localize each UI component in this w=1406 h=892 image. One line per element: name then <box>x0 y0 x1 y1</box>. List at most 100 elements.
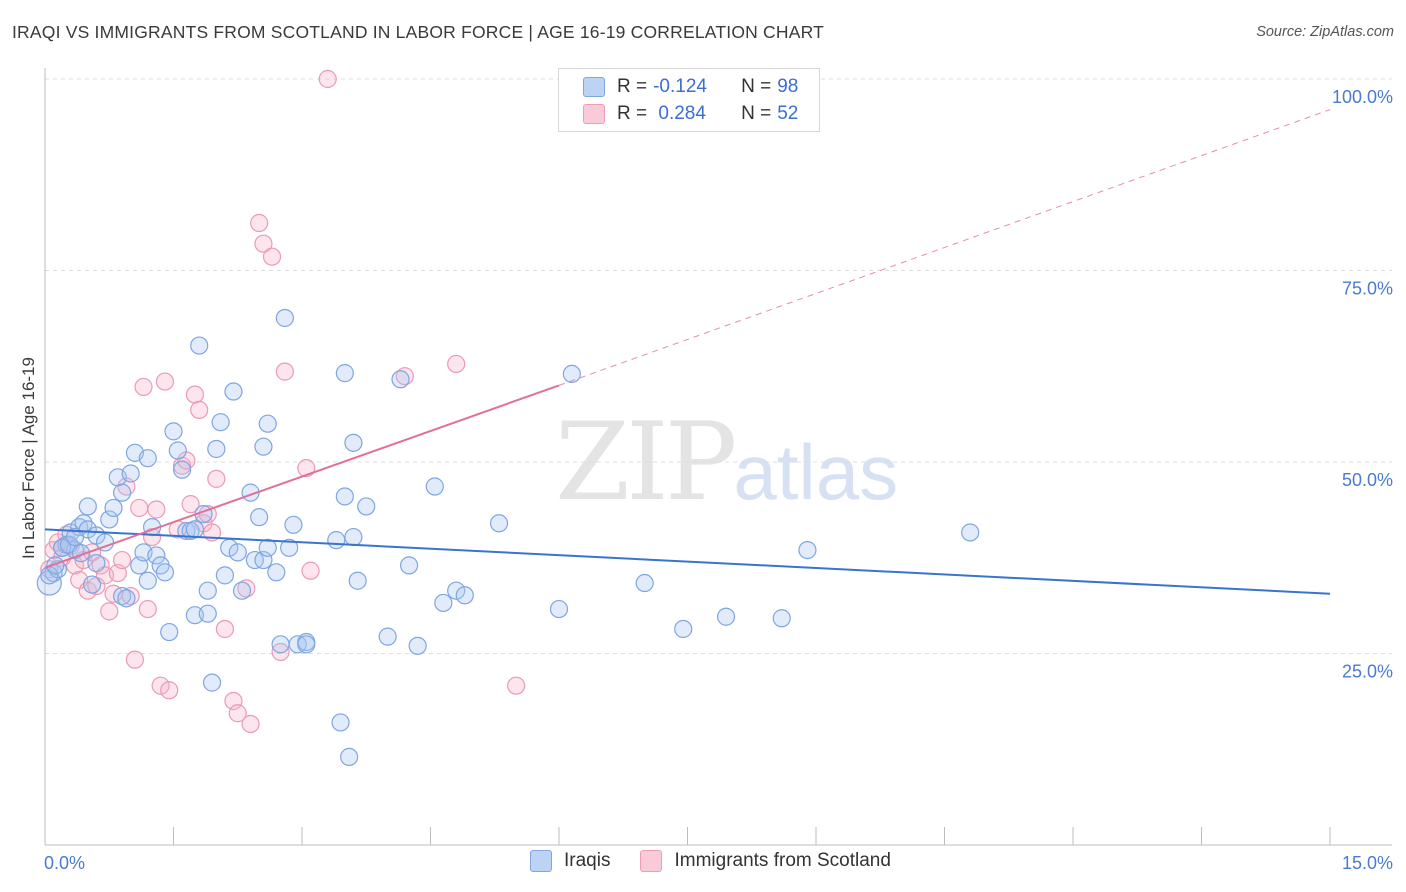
y-tick-label: 75.0% <box>1342 279 1393 299</box>
point-scotland <box>318 69 337 89</box>
point-scotland <box>185 385 205 404</box>
chart-source: Source: ZipAtlas.com <box>1256 24 1394 40</box>
legend-n-label: N = <box>741 76 772 97</box>
point-iraqis <box>254 437 273 456</box>
y-axis-label: In Labor Force | Age 16-19 <box>19 357 38 559</box>
point-iraqis <box>772 609 791 628</box>
legend-swatch-iraqis <box>583 77 605 97</box>
point-iraqis <box>716 607 736 626</box>
scotland-points <box>40 69 526 734</box>
point-iraqis <box>335 487 354 506</box>
point-iraqis <box>250 508 269 527</box>
legend-row-iraqis: R = -0.124 N = 98 <box>583 74 798 100</box>
watermark-atlas: atlas <box>733 428 899 516</box>
point-iraqis <box>172 460 192 479</box>
y-tick-label: 50.0% <box>1342 470 1393 490</box>
point-scotland <box>125 650 145 669</box>
point-iraqis <box>489 514 509 533</box>
point-iraqis <box>104 498 123 518</box>
watermark: ZIPatlas <box>555 400 898 525</box>
trend-line-iraqis <box>44 528 1331 595</box>
point-scotland <box>447 354 466 374</box>
point-iraqis <box>399 556 419 575</box>
point-scotland <box>142 527 162 547</box>
point-iraqis <box>155 563 175 582</box>
point-iraqis <box>65 527 85 547</box>
point-scotland <box>138 599 157 619</box>
point-iraqis <box>207 439 226 459</box>
point-iraqis <box>434 593 453 613</box>
legend-swatch-scotland <box>583 104 605 124</box>
point-iraqis <box>147 546 166 565</box>
point-iraqis <box>87 554 106 573</box>
point-iraqis <box>198 581 217 600</box>
legend-swatch-iraqis <box>530 850 552 872</box>
grid-lines <box>45 78 1392 654</box>
trend-line-scotland <box>44 384 560 569</box>
point-scotland <box>507 676 526 695</box>
point-iraqis <box>46 556 65 575</box>
legend-n-value: 52 <box>777 103 799 124</box>
point-scotland <box>198 504 217 524</box>
point-scotland <box>147 500 166 519</box>
legend-r-value: 0.284 <box>653 103 706 124</box>
x-tick-label: 15.0% <box>1342 853 1393 873</box>
point-iraqis <box>211 413 230 432</box>
series-legend: Iraqis Immigrants from Scotland <box>530 850 921 872</box>
point-iraqis <box>164 422 183 441</box>
point-iraqis <box>258 414 277 433</box>
point-iraqis <box>798 540 817 560</box>
point-scotland <box>215 619 234 639</box>
point-scotland <box>228 704 247 723</box>
point-scotland <box>181 495 200 514</box>
point-iraqis <box>408 636 427 655</box>
point-scotland <box>262 247 282 266</box>
y-tick-label: 25.0% <box>1342 662 1393 682</box>
legend-label-scotland: Immigrants from Scotland <box>674 850 891 871</box>
point-iraqis <box>202 673 222 692</box>
point-iraqis <box>425 477 444 496</box>
point-iraqis <box>961 523 980 542</box>
point-iraqis <box>335 364 354 383</box>
point-iraqis <box>224 382 243 401</box>
legend-n-value: 98 <box>777 76 799 97</box>
point-scotland <box>100 602 119 621</box>
point-scotland <box>207 469 226 488</box>
point-iraqis <box>138 571 157 590</box>
legend-item-scotland: Immigrants from Scotland <box>640 850 891 872</box>
legend-n-label: N = <box>741 103 772 124</box>
point-iraqis <box>117 589 136 608</box>
point-iraqis <box>331 713 350 732</box>
point-iraqis <box>228 543 247 562</box>
point-iraqis <box>215 566 234 585</box>
chart-title: IRAQI VS IMMIGRANTS FROM SCOTLAND IN LAB… <box>12 22 824 42</box>
point-iraqis <box>562 364 581 384</box>
legend-r-value: -0.124 <box>653 76 707 97</box>
point-iraqis <box>391 370 410 389</box>
y-tick-label: 100.0% <box>1332 87 1393 107</box>
x-tick-label: 0.0% <box>44 853 85 873</box>
point-iraqis <box>160 622 179 642</box>
point-iraqis <box>78 497 97 516</box>
point-iraqis <box>340 747 359 767</box>
point-iraqis <box>344 527 363 547</box>
point-iraqis <box>275 308 294 328</box>
point-iraqis <box>455 586 474 605</box>
point-scotland <box>271 642 290 662</box>
point-iraqis <box>190 336 209 355</box>
point-scotland <box>297 459 316 478</box>
point-iraqis <box>121 464 140 483</box>
point-iraqis <box>198 604 217 623</box>
point-iraqis <box>267 563 286 582</box>
legend-r-label: R = <box>617 76 648 97</box>
point-iraqis <box>357 497 376 516</box>
point-iraqis <box>447 581 466 600</box>
legend-label-iraqis: Iraqis <box>564 850 611 871</box>
legend-item-iraqis: Iraqis <box>530 850 610 872</box>
point-scotland <box>254 234 273 253</box>
point-iraqis <box>327 531 346 550</box>
point-iraqis <box>271 635 290 654</box>
point-scotland <box>250 213 269 233</box>
point-iraqis <box>112 483 132 502</box>
